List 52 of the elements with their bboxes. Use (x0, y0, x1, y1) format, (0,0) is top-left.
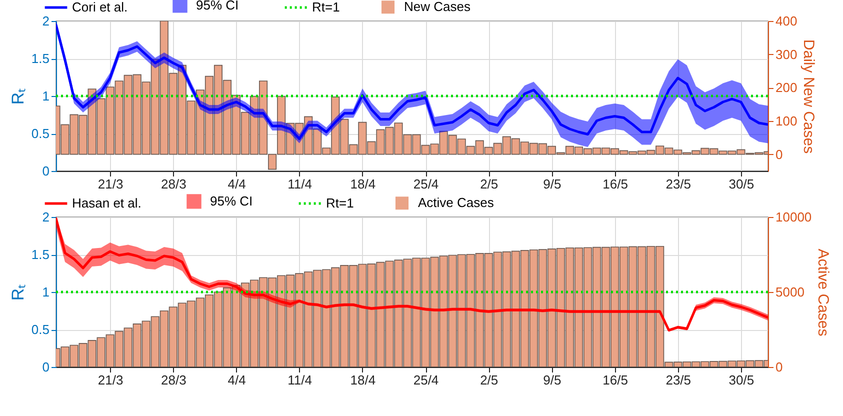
y-tick-label: 0.5 (31, 322, 50, 337)
x-tick-label: 4/4 (228, 176, 246, 192)
y2-tick-label: 100 (776, 114, 798, 128)
y2-tick-label: 0 (776, 360, 783, 374)
legend-label: Rt=1 (326, 196, 354, 210)
x-tick-label: 28/3 (161, 176, 186, 192)
x-tick-label: 2/5 (480, 176, 498, 192)
x-tick-label: 30/5 (728, 372, 754, 388)
x-tick-label: 4/4 (228, 372, 246, 388)
x-tick-label: 23/5 (666, 372, 692, 388)
text: 95% CI (210, 193, 253, 208)
legend-label: Cori et al. (72, 0, 128, 14)
x-tick-label: 16/5 (602, 372, 628, 388)
y2-tick-label: 300 (776, 46, 798, 62)
x-tick-label: 11/4 (288, 176, 312, 192)
y2-tick-label: 400 (776, 14, 798, 28)
y-tick-label: 1.5 (31, 247, 50, 262)
y-tick-label: 0 (42, 164, 50, 178)
x-tick-label: 9/5 (543, 372, 562, 388)
y2-tick-label: 5000 (776, 284, 804, 300)
text: 95% CI (196, 0, 239, 12)
y-tick-label: 0 (42, 360, 50, 374)
y-tick-label: 1 (42, 284, 50, 300)
y2-tick-label: 0 (776, 146, 783, 162)
y-tick-label: 1 (42, 88, 50, 104)
legend-label: Active Cases (418, 195, 494, 210)
y2-axis-title: Active Cases (814, 248, 832, 336)
x-tick-label: 18/4 (350, 372, 376, 388)
y-tick-label: 1.5 (31, 51, 50, 66)
x-tick-label: 23/5 (666, 176, 692, 192)
y-axis-title: Rₜ (8, 88, 28, 105)
x-tick-label: 18/4 (350, 176, 376, 192)
x-tick-label: 25/4 (413, 372, 439, 388)
y-axis-title: Rₜ (8, 284, 28, 301)
legend-label: New Cases (404, 0, 471, 14)
legend-label: Hasan et al. (72, 196, 142, 210)
x-tick-label: 16/5 (602, 176, 628, 192)
y-tick-label: 2 (42, 210, 50, 224)
x-tick-label: 2/5 (480, 372, 498, 388)
y2-tick-label: 10000 (776, 210, 812, 224)
x-tick-label: 25/4 (413, 176, 439, 192)
x-tick-label: 9/5 (543, 176, 562, 192)
x-tick-label: 28/3 (161, 372, 186, 388)
y2-axis-title: Daily New Cases (800, 39, 818, 154)
y-tick-label: 2 (42, 14, 50, 28)
legend-label: Rt=1 (312, 0, 340, 14)
x-tick-label: 30/5 (728, 176, 754, 192)
x-tick-label: 11/4 (288, 372, 312, 388)
x-tick-label: 21/3 (98, 176, 124, 192)
x-tick-label: 21/3 (98, 372, 124, 388)
y-tick-label: 0.5 (31, 126, 50, 141)
y2-tick-label: 200 (776, 80, 798, 96)
